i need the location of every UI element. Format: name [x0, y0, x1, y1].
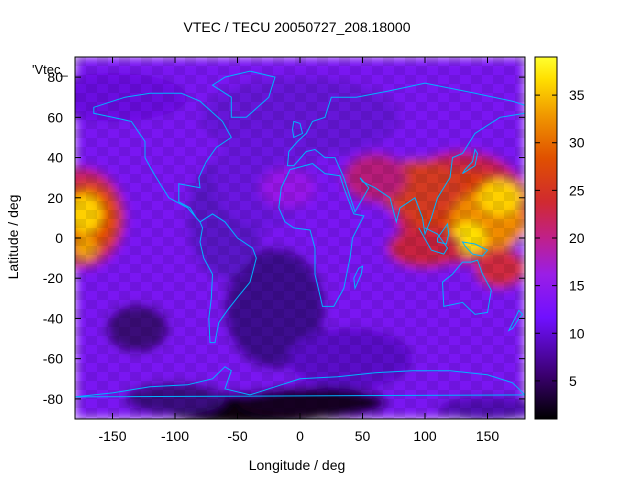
vtec-heatmap — [75, 57, 525, 419]
y-tick-label: -20 — [43, 270, 63, 286]
y-tick-label: 20 — [47, 190, 63, 206]
coastline-segment — [211, 70, 276, 118]
coastline-segment — [291, 120, 304, 139]
colorbar-ticks: 5 10 15 20 25 30 35 — [535, 87, 585, 389]
coastline-segment — [75, 366, 525, 398]
coastline-segment — [278, 163, 365, 307]
y-tick-label: 60 — [47, 109, 63, 125]
colorbar-tick-label: 5 — [569, 373, 577, 389]
coastline-segment — [462, 148, 479, 175]
y-tick-label: -60 — [43, 351, 63, 367]
coastlines — [75, 70, 525, 398]
colorbar-tick-label: 10 — [569, 325, 585, 341]
x-tick-label: 50 — [355, 428, 371, 444]
coastline-segment — [353, 265, 364, 291]
coastline-segment — [418, 227, 449, 255]
coastline-segment — [507, 309, 524, 332]
y-axis-ticks: -80 -60 -40 -20 0 20 40 60 80 — [43, 69, 525, 407]
coastline-segment — [286, 82, 525, 236]
y-tick-label: 80 — [47, 69, 63, 85]
y-tick-label: 40 — [47, 150, 63, 166]
coastline-segment — [199, 213, 257, 344]
y-tick-label: -80 — [43, 391, 63, 407]
colorbar: 5 10 15 20 25 30 35 — [534, 56, 585, 420]
x-tick-label: -150 — [98, 428, 126, 444]
x-axis-ticks: -150 -100 -50 0 50 100 150 — [98, 57, 499, 444]
colorbar-tick-label: 30 — [569, 135, 585, 151]
coastline-segment — [441, 259, 492, 315]
coastline-segment — [461, 241, 489, 257]
x-axis-label: Longitude / deg — [249, 457, 346, 473]
y-tick-label: -40 — [43, 310, 63, 326]
y-tick-label: 0 — [55, 230, 63, 246]
chart-title: VTEC / TECU 20050727_208.18000 — [183, 19, 410, 35]
legend-key: 'Vtec_ — [32, 62, 68, 77]
colorbar-tick-label: 35 — [569, 87, 585, 103]
colorbar-tick-label: 15 — [569, 278, 585, 294]
y-axis-label: Latitude / deg — [5, 195, 21, 280]
x-tick-label: 100 — [413, 428, 437, 444]
coastline-segment — [93, 92, 232, 223]
colorbar-tick-label: 20 — [569, 230, 585, 246]
x-tick-label: 0 — [296, 428, 304, 444]
coastline-segment — [437, 222, 450, 245]
plot-area — [75, 57, 525, 419]
colorbar-tick-label: 25 — [569, 182, 585, 198]
x-tick-label: -100 — [161, 428, 189, 444]
x-tick-label: 150 — [476, 428, 500, 444]
x-tick-label: -50 — [227, 428, 247, 444]
